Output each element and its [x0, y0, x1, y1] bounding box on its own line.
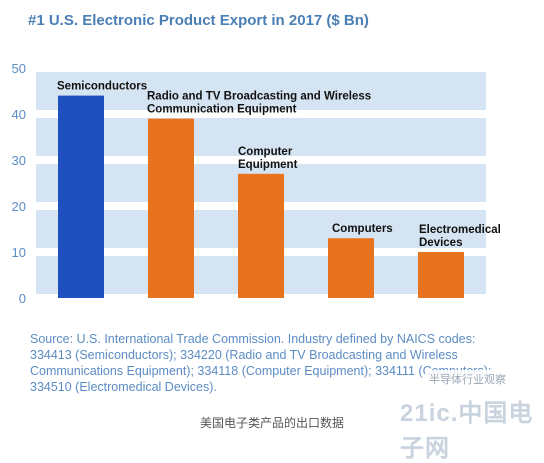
- source-line: 334413 (Semiconductors); 334220 (Radio a…: [30, 348, 458, 362]
- source-note: Source: U.S. International Trade Commiss…: [30, 331, 530, 395]
- y-tick-label: 40: [12, 107, 26, 122]
- source-line: Communications Equipment); 334118 (Compu…: [30, 364, 492, 378]
- y-tick-label: 10: [12, 245, 26, 260]
- chart-card: #1 U.S. Electronic Product Export in 201…: [11, 12, 533, 462]
- image-caption: 美国电子类产品的出口数据: [199, 416, 344, 430]
- y-tick-label: 30: [12, 153, 26, 168]
- grid-band: [36, 72, 486, 110]
- source-line: Source: U.S. International Trade Commiss…: [30, 332, 476, 346]
- y-tick-label: 0: [19, 291, 26, 306]
- bar-label: Communication Equipment: [147, 104, 297, 116]
- bar: [328, 238, 374, 298]
- bar-label: Computers: [332, 223, 393, 235]
- bar: [238, 173, 284, 298]
- y-tick-label: 50: [12, 61, 26, 76]
- watermark-brand: 半导体行业观察: [425, 370, 510, 388]
- bar-label: Computer: [238, 146, 293, 158]
- bar-label: Electromedical: [419, 224, 501, 236]
- bar-label: Radio and TV Broadcasting and Wireless: [147, 91, 371, 103]
- source-line: 334510 (Electromedical Devices).: [30, 380, 217, 394]
- bar-label: Semiconductors: [57, 81, 147, 93]
- bar: [58, 95, 104, 298]
- bar: [418, 252, 464, 298]
- bar-label: Devices: [419, 237, 462, 249]
- bar: [148, 118, 194, 298]
- grid-band: [36, 118, 486, 156]
- chart-title: #1 U.S. Electronic Product Export in 201…: [28, 12, 369, 29]
- y-tick-label: 20: [12, 199, 26, 214]
- bar-label: Equipment: [238, 159, 298, 171]
